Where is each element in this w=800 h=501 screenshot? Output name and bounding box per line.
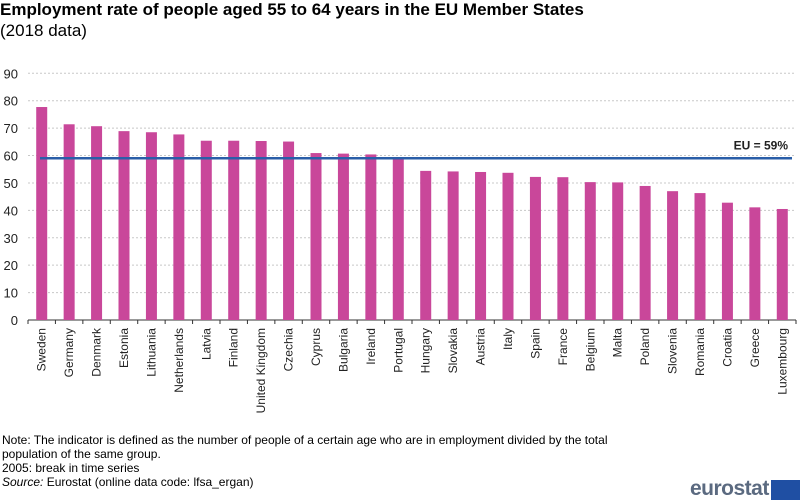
x-tick-label: Cyprus	[309, 328, 323, 366]
x-tick-label: Malta	[611, 328, 625, 358]
x-tick-label: Lithuania	[144, 328, 158, 377]
bar-austria	[475, 171, 487, 320]
bar-netherlands	[173, 134, 185, 320]
bar-romania	[694, 193, 706, 320]
bar-cyprus	[310, 153, 322, 320]
x-tick-label: Croatia	[720, 328, 734, 367]
x-tick-label: Germany	[62, 328, 76, 377]
bar-luxembourg	[776, 208, 788, 320]
x-tick-label: Poland	[638, 328, 652, 365]
x-tick-label: Portugal	[391, 328, 405, 373]
note-line-2: population of the same group.	[2, 447, 161, 461]
chart-title: Employment rate of people aged 55 to 64 …	[0, 0, 584, 19]
bar-sweden	[36, 107, 48, 321]
y-tick-label: 10	[4, 286, 18, 301]
y-tick-label: 70	[4, 121, 18, 136]
eurostat-logo: eurostat	[690, 477, 769, 500]
x-tick-label: United Kingdom	[254, 328, 268, 413]
bar-denmark	[91, 126, 103, 320]
eu-average-label: EU = 59%	[734, 138, 789, 152]
x-tick-label: Denmark	[90, 327, 104, 377]
x-tick-label: Hungary	[419, 328, 433, 373]
y-tick-label: 0	[11, 313, 18, 328]
eu-flag-icon	[771, 480, 800, 500]
x-tick-label: Belgium	[583, 328, 597, 371]
bar-france	[557, 177, 569, 320]
x-tick-label: Ireland	[364, 328, 378, 365]
bar-czechia	[283, 141, 295, 320]
bar-poland	[639, 185, 651, 320]
source-note: Source: Eurostat (online data code: lfsa…	[2, 475, 607, 489]
x-tick-label: Romania	[693, 328, 707, 376]
bar-united-kingdom	[255, 141, 267, 320]
bar-belgium	[584, 182, 596, 320]
x-tick-label: Slovakia	[446, 328, 460, 374]
source-text: Eurostat (online data code: lfsa_ergan)	[43, 475, 254, 489]
y-tick-label: 20	[4, 258, 18, 273]
x-tick-label: Austria	[474, 328, 488, 366]
bar-estonia	[118, 131, 130, 320]
note-line-1: Note: The indicator is defined as the nu…	[2, 433, 608, 447]
bar-lithuania	[145, 132, 157, 320]
bar-portugal	[392, 157, 404, 320]
x-tick-label: Czechia	[282, 328, 296, 372]
x-tick-label: Finland	[227, 328, 241, 367]
bar-latvia	[200, 140, 212, 320]
note-text: Note: The indicator is defined as the nu…	[2, 433, 607, 489]
chart-subtitle: (2018 data)	[0, 21, 87, 40]
x-tick-label: Greece	[748, 328, 762, 368]
bar-slovakia	[447, 171, 459, 320]
bar-germany	[63, 124, 75, 320]
source-label: Source:	[2, 475, 44, 489]
x-tick-label: Slovenia	[666, 328, 680, 374]
y-tick-label: 90	[4, 66, 18, 81]
bar-croatia	[721, 202, 733, 320]
bar-spain	[529, 176, 541, 320]
bar-slovenia	[667, 191, 679, 320]
x-tick-label: Luxembourg	[775, 328, 789, 395]
y-tick-label: 50	[4, 176, 18, 191]
bar-hungary	[420, 170, 432, 320]
x-tick-label: Estonia	[117, 328, 131, 368]
y-tick-label: 30	[4, 231, 18, 246]
bar-bulgaria	[337, 153, 349, 320]
y-tick-label: 80	[4, 94, 18, 109]
y-tick-label: 40	[4, 203, 18, 218]
x-tick-label: Italy	[501, 328, 515, 350]
bar-greece	[749, 207, 761, 320]
bar-italy	[502, 172, 514, 320]
x-tick-label: Sweden	[35, 328, 49, 371]
x-tick-label: Bulgaria	[336, 328, 350, 372]
x-tick-label: Latvia	[199, 328, 213, 360]
x-tick-label: Spain	[528, 328, 542, 359]
bar-ireland	[365, 154, 377, 320]
bar-finland	[228, 140, 240, 320]
x-tick-label: Netherlands	[172, 328, 186, 393]
x-tick-label: France	[556, 328, 570, 366]
y-tick-label: 60	[4, 149, 18, 164]
bar-malta	[612, 182, 624, 320]
break-note: 2005: break in time series	[2, 461, 140, 475]
